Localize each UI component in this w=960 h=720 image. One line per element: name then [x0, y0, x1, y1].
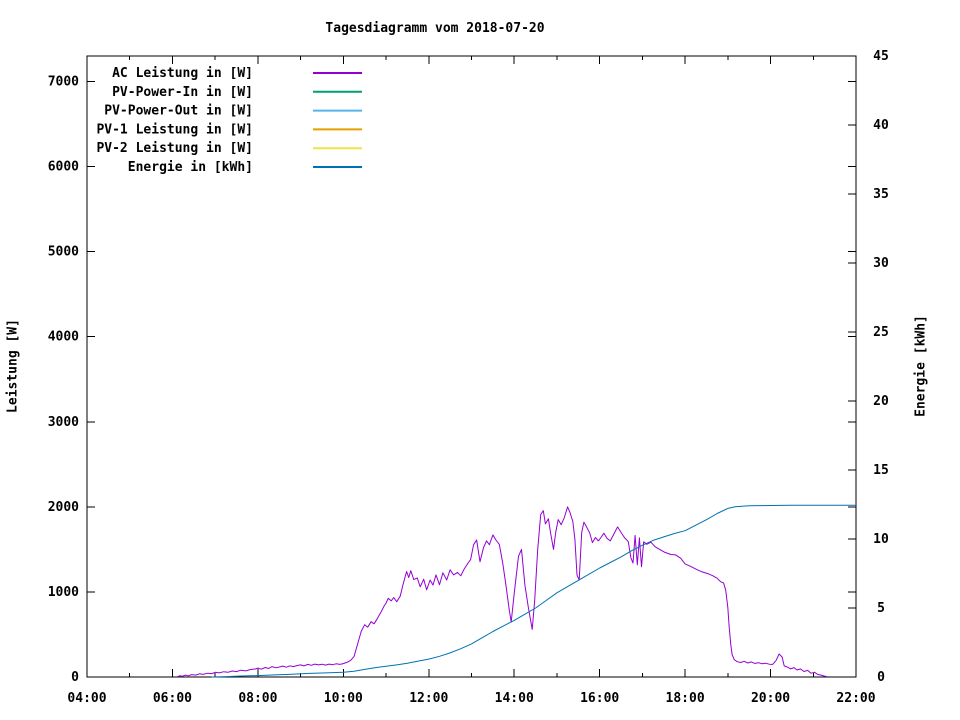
legend-label: PV-1 Leistung in [W]: [96, 122, 253, 137]
x-tick-label: 10:00: [324, 691, 363, 706]
series-line-ac-leistung-in-w: [177, 506, 828, 678]
y-tick-label: 1000: [48, 585, 79, 600]
y2-tick-label: 25: [873, 325, 889, 340]
y2-tick-label: 35: [873, 187, 889, 202]
y-tick-label: 0: [71, 670, 79, 685]
x-tick-label: 14:00: [495, 691, 534, 706]
x-tick-label: 06:00: [153, 691, 192, 706]
x-tick-label: 08:00: [238, 691, 277, 706]
x-tick-label: 22:00: [836, 691, 875, 706]
series-line-energie-in-kwh: [211, 504, 856, 678]
y-tick-label: 5000: [48, 245, 79, 260]
y-tick-label: 6000: [48, 160, 79, 175]
y-tick-label: 7000: [48, 75, 79, 90]
y2-tick-label: 10: [873, 532, 889, 547]
y2-tick-label: 5: [877, 601, 885, 616]
legend-label: PV-2 Leistung in [W]: [96, 141, 253, 156]
x-tick-label: 20:00: [751, 691, 790, 706]
x-tick-label: 04:00: [67, 691, 106, 706]
y2-tick-label: 45: [873, 49, 889, 64]
x-tick-label: 16:00: [580, 691, 619, 706]
chart-title: Tagesdiagramm vom 2018-07-20: [325, 21, 545, 36]
y2-tick-label: 15: [873, 463, 889, 478]
y2-tick-label: 30: [873, 256, 889, 271]
y2-tick-label: 20: [873, 394, 889, 409]
x-tick-label: 18:00: [666, 691, 705, 706]
legend-label: PV-Power-Out in [W]: [104, 104, 253, 119]
y-tick-label: 3000: [48, 415, 79, 430]
x-tick-label: 12:00: [409, 691, 448, 706]
legend-label: Energie in [kWh]: [128, 160, 253, 175]
legend-label: AC Leistung in [W]: [112, 66, 253, 81]
y-tick-label: 4000: [48, 330, 79, 345]
y-tick-label: 2000: [48, 500, 79, 515]
y2-tick-label: 40: [873, 118, 889, 133]
legend-label: PV-Power-In in [W]: [112, 85, 253, 100]
y2-tick-label: 0: [877, 670, 885, 685]
